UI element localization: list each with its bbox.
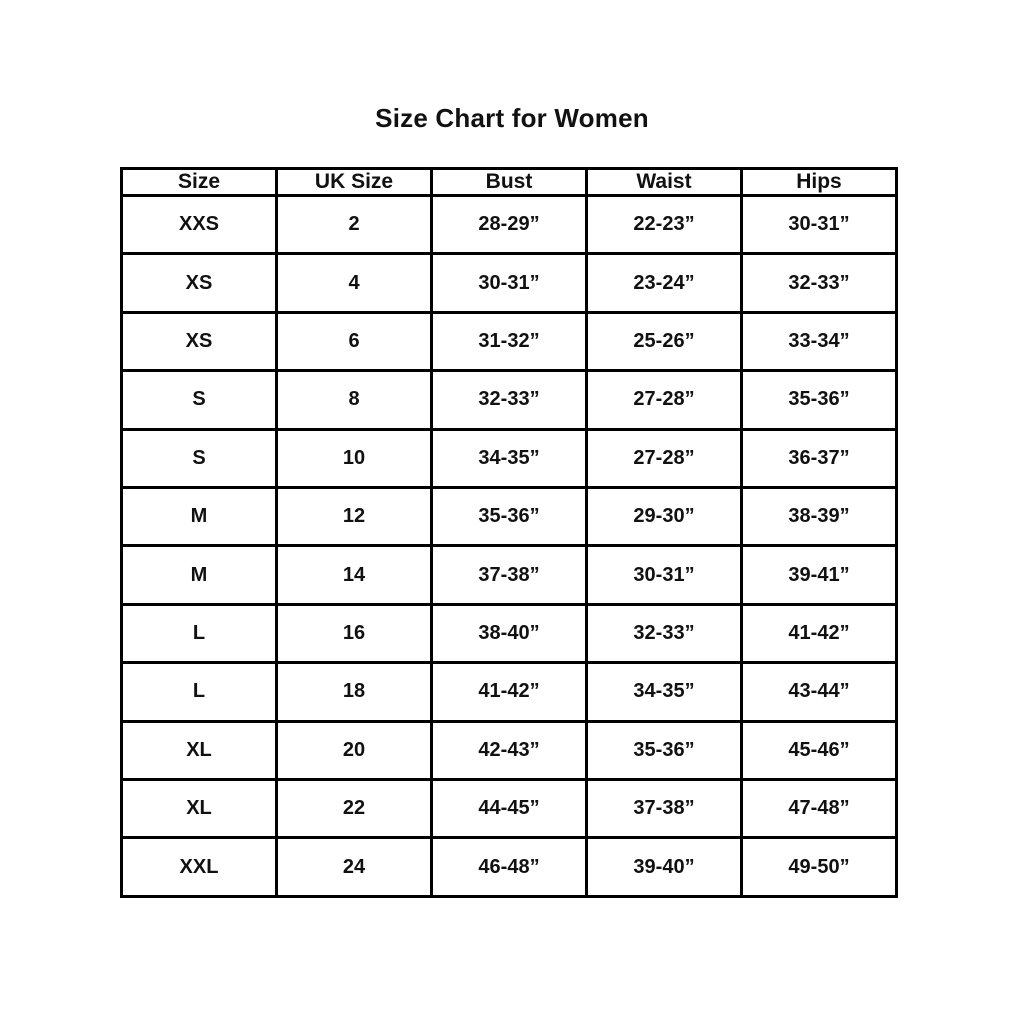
table-cell: 23-24” [585, 252, 743, 314]
table-row: L 18 41-42” 34-35” 43-44” [120, 661, 898, 723]
table-row: XXL 24 46-48” 39-40” 49-50” [120, 836, 898, 898]
table-body: XXS 2 28-29” 22-23” 30-31” XS 4 30-31” 23-24” 32-… [120, 193, 898, 898]
table-cell: 20 [275, 719, 433, 782]
table-row: S 10 34-35” 27-28” 36-37” [120, 427, 898, 490]
table-cell: 30-31” [740, 193, 898, 256]
table-cell: 45-46” [740, 719, 898, 782]
table-cell: XXL [120, 836, 278, 898]
table-cell: 24 [275, 836, 433, 898]
table-cell: M [120, 486, 278, 548]
table-cell: 25-26” [585, 310, 743, 373]
table-cell: 39-41” [740, 544, 898, 606]
table-cell: 8 [275, 369, 433, 431]
table-cell: 6 [275, 310, 433, 373]
table-cell: 30-31” [430, 252, 588, 314]
table-cell: 37-38” [585, 778, 743, 840]
column-header-size: Size [120, 167, 278, 197]
table-cell: XS [120, 252, 278, 314]
table-cell: 30-31” [585, 544, 743, 606]
table-cell: XS [120, 310, 278, 373]
table-row: XL 22 44-45” 37-38” 47-48” [120, 778, 898, 840]
table-cell: 43-44” [740, 661, 898, 723]
table-row: XS 4 30-31” 23-24” 32-33” [120, 252, 898, 314]
table-cell: 47-48” [740, 778, 898, 840]
table-cell: 2 [275, 193, 433, 256]
table-cell: 38-39” [740, 486, 898, 548]
table-cell: 35-36” [430, 486, 588, 548]
page-title: Size Chart for Women [375, 103, 649, 133]
table-row: M 12 35-36” 29-30” 38-39” [120, 486, 898, 548]
table-cell: 41-42” [430, 661, 588, 723]
column-header-bust: Bust [430, 167, 588, 197]
table-cell: 46-48” [430, 836, 588, 898]
table-cell: 33-34” [740, 310, 898, 373]
table-cell: 10 [275, 427, 433, 490]
table-row: M 14 37-38” 30-31” 39-41” [120, 544, 898, 606]
table-row: XL 20 42-43” 35-36” 45-46” [120, 719, 898, 782]
table-cell: 32-33” [430, 369, 588, 431]
table-cell: 29-30” [585, 486, 743, 548]
table-cell: 44-45” [430, 778, 588, 840]
table-cell: 22-23” [585, 193, 743, 256]
table-cell: 14 [275, 544, 433, 606]
table-cell: 35-36” [740, 369, 898, 431]
table-cell: 32-33” [740, 252, 898, 314]
table-row: XS 6 31-32” 25-26” 33-34” [120, 310, 898, 373]
table-header: Size UK Size Bust Waist Hips [120, 167, 898, 197]
table-cell: 49-50” [740, 836, 898, 898]
table-row: S 8 32-33” 27-28” 35-36” [120, 369, 898, 431]
table-cell: 39-40” [585, 836, 743, 898]
table-cell: 42-43” [430, 719, 588, 782]
size-chart-table: Size UK Size Bust Waist Hips XXS 2 28-29” 22-23… [120, 167, 898, 898]
table-row: L 16 38-40” 32-33” 41-42” [120, 602, 898, 665]
table-cell: L [120, 602, 278, 665]
table-cell: XL [120, 719, 278, 782]
table-cell: 16 [275, 602, 433, 665]
table-cell: 31-32” [430, 310, 588, 373]
table-cell: 4 [275, 252, 433, 314]
table-cell: L [120, 661, 278, 723]
table-cell: 34-35” [430, 427, 588, 490]
table-cell: 41-42” [740, 602, 898, 665]
table-cell: 22 [275, 778, 433, 840]
header-row: Size UK Size Bust Waist Hips [120, 167, 898, 197]
column-header-uk-size: UK Size [275, 167, 433, 197]
table-cell: 37-38” [430, 544, 588, 606]
column-header-hips: Hips [740, 167, 898, 197]
table-cell: 27-28” [585, 427, 743, 490]
table-cell: S [120, 427, 278, 490]
table-cell: 36-37” [740, 427, 898, 490]
table-cell: 32-33” [585, 602, 743, 665]
table-cell: 27-28” [585, 369, 743, 431]
table-cell: 18 [275, 661, 433, 723]
table-cell: 34-35” [585, 661, 743, 723]
table-cell: XXS [120, 193, 278, 256]
table-cell: M [120, 544, 278, 606]
table-cell: XL [120, 778, 278, 840]
column-header-waist: Waist [585, 167, 743, 197]
table-cell: S [120, 369, 278, 431]
table-cell: 12 [275, 486, 433, 548]
table-cell: 38-40” [430, 602, 588, 665]
table-cell: 35-36” [585, 719, 743, 782]
table-cell: 28-29” [430, 193, 588, 256]
table-row: XXS 2 28-29” 22-23” 30-31” [120, 193, 898, 256]
